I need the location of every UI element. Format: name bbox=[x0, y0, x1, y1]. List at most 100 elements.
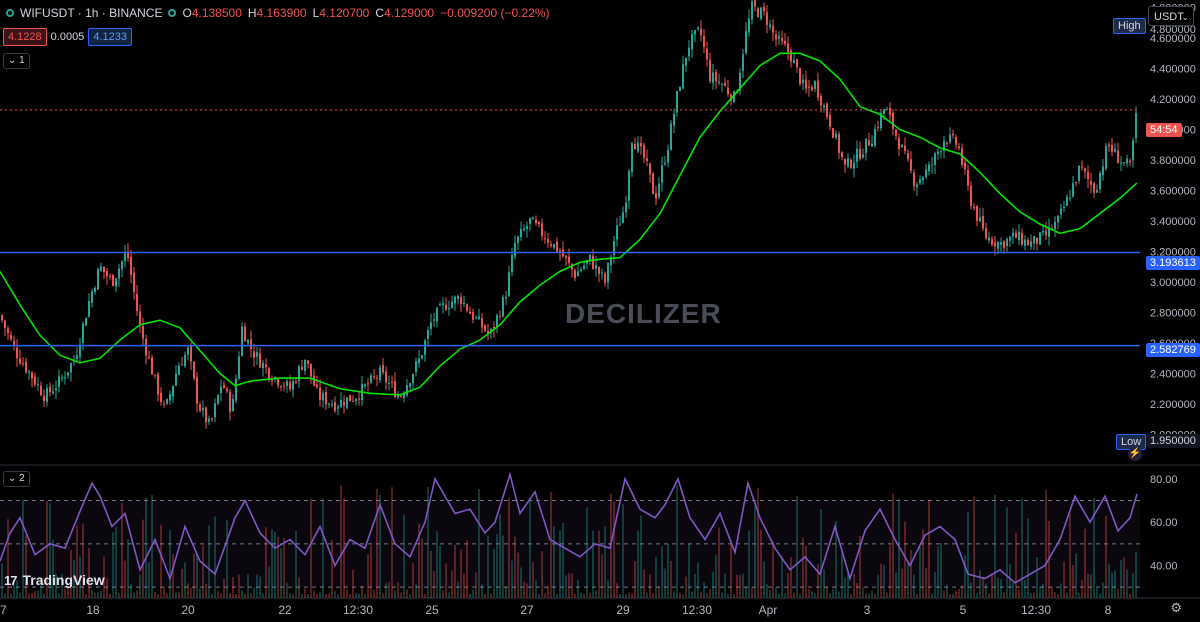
candle-body bbox=[526, 225, 528, 229]
volume-bar bbox=[1132, 572, 1134, 598]
chevron-down-icon: ⌄ bbox=[1181, 12, 1189, 22]
volume-bar bbox=[1045, 489, 1047, 598]
volume-bar bbox=[952, 593, 954, 598]
candle-body bbox=[547, 239, 549, 243]
candle-body bbox=[397, 394, 399, 398]
sell-button[interactable]: 4.1228 bbox=[3, 28, 47, 46]
candle-body bbox=[970, 185, 972, 207]
open-value: 4.138500 bbox=[191, 6, 242, 20]
candle-body bbox=[421, 355, 423, 359]
candle-body bbox=[601, 272, 603, 274]
candle-body bbox=[937, 151, 939, 154]
volume-bar bbox=[184, 562, 186, 598]
candle-body bbox=[256, 352, 258, 357]
volume-bar bbox=[397, 582, 399, 598]
volume-bar bbox=[154, 592, 156, 598]
volume-bar bbox=[169, 530, 171, 598]
volume-bar bbox=[616, 583, 618, 598]
tradingview-logo[interactable]: 17 TradingView bbox=[4, 572, 105, 588]
candle-body bbox=[211, 418, 213, 420]
candle-body bbox=[1018, 231, 1020, 241]
currency-select[interactable]: USDT ⌄ bbox=[1148, 6, 1194, 26]
candle-body bbox=[1114, 148, 1116, 152]
volume-bar bbox=[1135, 552, 1137, 598]
pane-1-toggle[interactable]: ⌄ 1 bbox=[3, 53, 30, 69]
price-tick-label: 4.200000 bbox=[1150, 94, 1196, 106]
volume-bar bbox=[1054, 592, 1056, 598]
candle-body bbox=[46, 388, 48, 402]
volume-bar bbox=[748, 530, 750, 598]
candle-body bbox=[439, 304, 441, 306]
candle-body bbox=[244, 326, 246, 342]
price-tick-label: 2.800000 bbox=[1150, 308, 1196, 320]
price-tick-label: 4.600000 bbox=[1150, 33, 1196, 45]
candle-body bbox=[694, 30, 696, 35]
candle-body bbox=[565, 255, 567, 258]
pane-2-toggle[interactable]: ⌄ 2 bbox=[3, 471, 30, 487]
candle-body bbox=[760, 7, 762, 19]
candle-body bbox=[682, 64, 684, 89]
volume-bar bbox=[175, 591, 177, 598]
candle-body bbox=[118, 268, 120, 279]
volume-bar bbox=[547, 586, 549, 598]
volume-bar bbox=[97, 592, 99, 598]
volume-bar bbox=[13, 584, 15, 598]
volume-bar bbox=[241, 590, 243, 598]
candle-body bbox=[616, 225, 618, 240]
volume-bar bbox=[28, 593, 30, 598]
candle-body bbox=[874, 129, 876, 146]
volume-bar bbox=[58, 593, 60, 598]
candle-body bbox=[568, 256, 570, 263]
candle-body bbox=[709, 59, 711, 82]
volume-bar bbox=[898, 498, 900, 598]
candle-body bbox=[145, 339, 147, 356]
candle-body bbox=[508, 272, 510, 296]
volume-bar bbox=[583, 593, 585, 598]
candle-body bbox=[1102, 166, 1104, 175]
candle-body bbox=[7, 328, 9, 334]
candle-body bbox=[517, 236, 519, 243]
volume-bar bbox=[808, 589, 810, 598]
candle-body bbox=[400, 395, 402, 397]
candle-body bbox=[700, 28, 702, 35]
volume-bar bbox=[622, 504, 624, 598]
volume-bar bbox=[400, 592, 402, 598]
candle-body bbox=[373, 376, 375, 378]
candles bbox=[1, 0, 1137, 429]
volume-bar bbox=[607, 580, 609, 598]
candle-body bbox=[955, 137, 957, 145]
candle-body bbox=[946, 142, 948, 144]
candle-body bbox=[514, 243, 516, 257]
volume-bar bbox=[682, 593, 684, 598]
lightning-icon[interactable]: ⚡ bbox=[1128, 447, 1142, 461]
volume-bar bbox=[517, 552, 519, 598]
volume-bar bbox=[220, 593, 222, 598]
candle-body bbox=[739, 72, 741, 91]
volume-bar bbox=[190, 587, 192, 598]
gear-icon[interactable]: ⚙ bbox=[1170, 600, 1182, 615]
volume-bar bbox=[1084, 528, 1086, 598]
volume-bar bbox=[586, 507, 588, 598]
volume-bar bbox=[475, 572, 477, 598]
volume-bar bbox=[166, 593, 168, 598]
volume-bar bbox=[1000, 579, 1002, 598]
volume-bar bbox=[226, 520, 228, 598]
candle-body bbox=[661, 165, 663, 183]
candle-body bbox=[379, 367, 381, 381]
volume-bar bbox=[1075, 553, 1077, 598]
price-tick-label: 2.400000 bbox=[1150, 369, 1196, 381]
candle-body bbox=[1072, 183, 1074, 197]
candle-body bbox=[832, 128, 834, 138]
rsi-line bbox=[0, 471, 1138, 584]
candle-body bbox=[25, 361, 27, 372]
volume-bar bbox=[544, 593, 546, 598]
candle-body bbox=[991, 239, 993, 245]
symbol-title[interactable]: WIFUSDT · 1h · BINANCE bbox=[20, 6, 163, 20]
volume-bar bbox=[676, 484, 678, 598]
volume-bar bbox=[709, 588, 711, 598]
buy-button[interactable]: 4.1233 bbox=[88, 28, 132, 46]
volume-bar bbox=[529, 497, 531, 598]
volume-bar bbox=[733, 593, 735, 598]
candle-body bbox=[76, 355, 78, 360]
candle-body bbox=[856, 148, 858, 162]
